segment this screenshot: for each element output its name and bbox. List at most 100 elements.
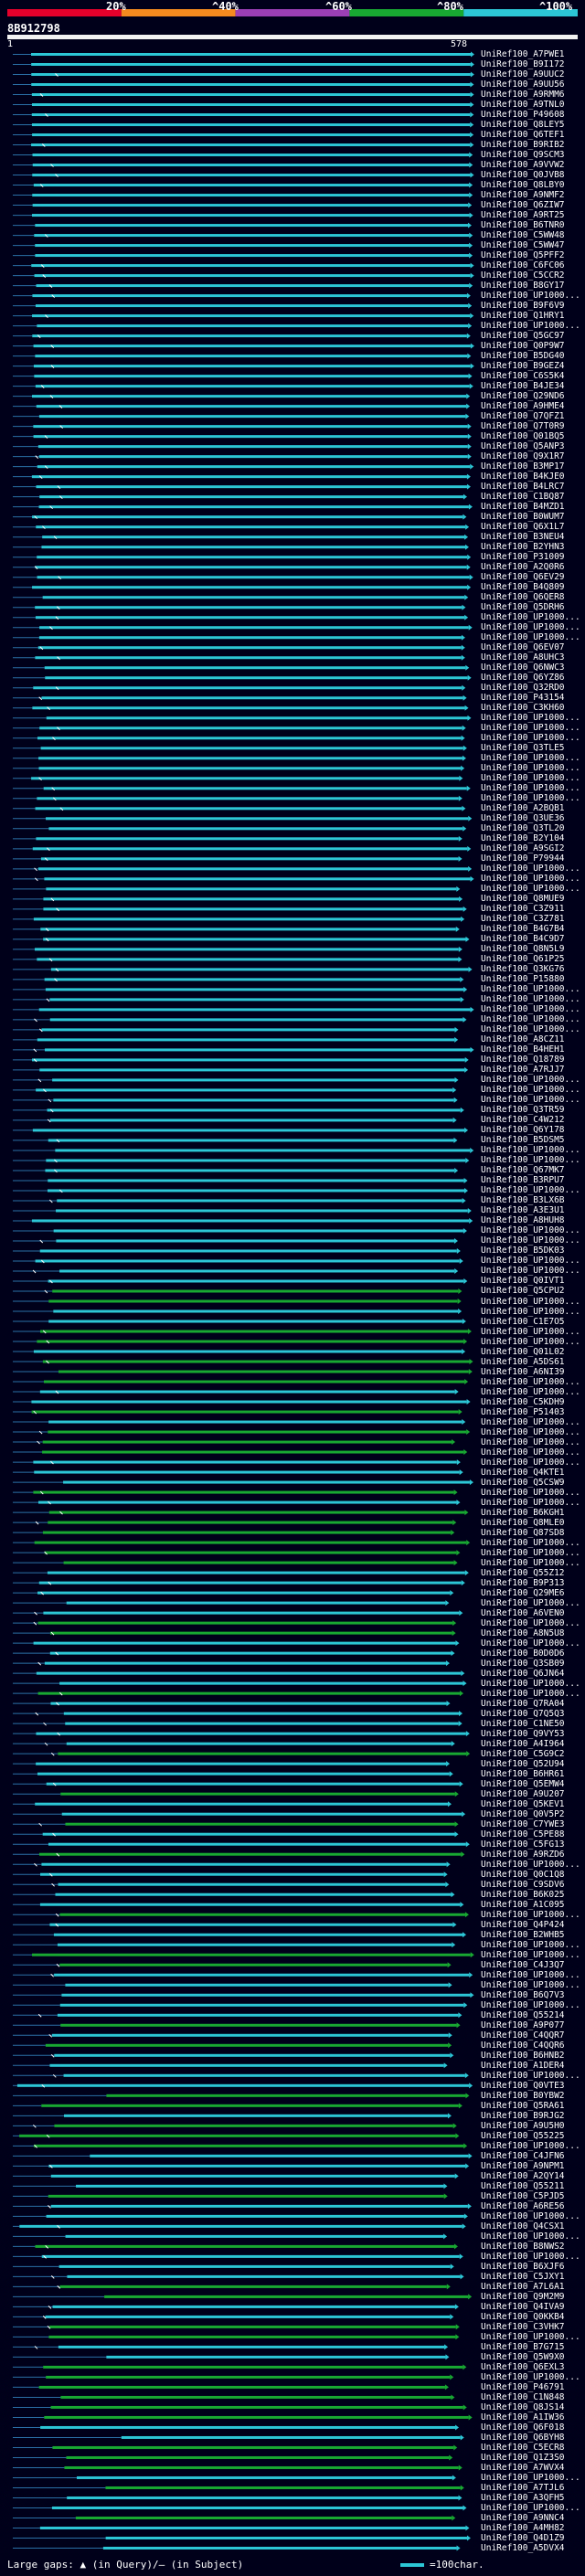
hit-label-link[interactable]: UniRef100_C5CCR2 xyxy=(481,270,565,281)
hit-label-link[interactable]: UniRef100_A9U5H0 xyxy=(481,2120,565,2131)
hit-label-link[interactable]: UniRef100_P51403 xyxy=(481,1406,565,1417)
hit-label-link[interactable]: UniRef100_UP1000... xyxy=(481,773,580,784)
hit-label-link[interactable]: UniRef100_Q6ZIW7 xyxy=(481,200,565,211)
hit-label-link[interactable]: UniRef100_P43154 xyxy=(481,693,565,704)
hit-label-link[interactable]: UniRef100_B4KJE0 xyxy=(481,472,565,482)
hit-label-link[interactable]: UniRef100_B3MP17 xyxy=(481,461,565,472)
hit-label-link[interactable]: UniRef100_UP1000... xyxy=(481,1939,580,1950)
hit-label-link[interactable]: UniRef100_UP1000... xyxy=(481,1336,580,1347)
hit-label-link[interactable]: UniRef100_UP1000... xyxy=(481,1999,580,2010)
hit-label-link[interactable]: UniRef100_Q5CSW9 xyxy=(481,1477,565,1488)
hit-label-link[interactable]: UniRef100_A5DVX4 xyxy=(481,2542,565,2553)
hit-label-link[interactable]: UniRef100_Q7T0R9 xyxy=(481,421,565,432)
hit-label-link[interactable]: UniRef100_UP1000... xyxy=(481,2070,580,2081)
hit-label-link[interactable]: UniRef100_UP1000... xyxy=(481,793,580,804)
hit-label-link[interactable]: UniRef100_B4JE34 xyxy=(481,381,565,392)
hit-label-link[interactable]: UniRef100_C5WW47 xyxy=(481,240,565,251)
hit-label-link[interactable]: UniRef100_C1N848 xyxy=(481,2391,565,2402)
hit-label-link[interactable]: UniRef100_B2Y104 xyxy=(481,833,565,844)
hit-label-link[interactable]: UniRef100_UP1000... xyxy=(481,1678,580,1689)
hit-label-link[interactable]: UniRef100_Q1HRY1 xyxy=(481,311,565,322)
hit-label-link[interactable]: UniRef100_UP1000... xyxy=(481,1256,580,1267)
hit-label-link[interactable]: UniRef100_A8UHC3 xyxy=(481,652,565,663)
hit-label-link[interactable]: UniRef100_UP1000... xyxy=(481,874,580,885)
hit-label-link[interactable]: UniRef100_Q6YZ86 xyxy=(481,673,565,684)
hit-label-link[interactable]: UniRef100_B6Q7V3 xyxy=(481,1989,565,2000)
hit-label-link[interactable]: UniRef100_Q3TLE5 xyxy=(481,743,565,754)
hit-label-link[interactable]: UniRef100_UP1000... xyxy=(481,1085,580,1096)
hit-label-link[interactable]: UniRef100_A8HUH8 xyxy=(481,1215,565,1226)
hit-label-link[interactable]: UniRef100_Q55Z12 xyxy=(481,1567,565,1578)
hit-label-link[interactable]: UniRef100_C6S5K4 xyxy=(481,371,565,382)
hit-label-link[interactable]: UniRef100_Q9M2M9 xyxy=(481,2291,565,2302)
hit-label-link[interactable]: UniRef100_A6NI39 xyxy=(481,1366,565,1377)
hit-label-link[interactable]: UniRef100_B4Q809 xyxy=(481,582,565,593)
hit-label-link[interactable]: UniRef100_A9U207 xyxy=(481,1788,565,1799)
hit-label-link[interactable]: UniRef100_B6KGH1 xyxy=(481,1507,565,1518)
hit-label-link[interactable]: UniRef100_UP1000... xyxy=(481,1296,580,1307)
hit-label-link[interactable]: UniRef100_UP1000... xyxy=(481,1949,580,1960)
hit-label-link[interactable]: UniRef100_A9NMF2 xyxy=(481,190,565,201)
hit-label-link[interactable]: UniRef100_Q55225 xyxy=(481,2130,565,2141)
hit-label-link[interactable]: UniRef100_Q8MLE0 xyxy=(481,1517,565,1528)
hit-label-link[interactable]: UniRef100_B9F6V9 xyxy=(481,301,565,312)
hit-label-link[interactable]: UniRef100_Q0VTE3 xyxy=(481,2080,565,2091)
hit-label-link[interactable]: UniRef100_A4I964 xyxy=(481,1738,565,1749)
hit-label-link[interactable]: UniRef100_A7RJJ7 xyxy=(481,1065,565,1076)
hit-label-link[interactable]: UniRef100_Q3TL20 xyxy=(481,823,565,834)
hit-label-link[interactable]: UniRef100_UP1000... xyxy=(481,1979,580,1990)
hit-label-link[interactable]: UniRef100_UP1000... xyxy=(481,753,580,764)
hit-label-link[interactable]: UniRef100_Q3UE36 xyxy=(481,813,565,824)
hit-label-link[interactable]: UniRef100_A6RE56 xyxy=(481,2200,565,2211)
hit-label-link[interactable]: UniRef100_UP1000... xyxy=(481,1457,580,1468)
hit-label-link[interactable]: UniRef100_UP1000... xyxy=(481,1185,580,1196)
hit-label-link[interactable]: UniRef100_UP1000... xyxy=(481,2472,580,2483)
hit-label-link[interactable]: UniRef100_C5PJD5 xyxy=(481,2190,565,2201)
hit-label-link[interactable]: UniRef100_C4QQR6 xyxy=(481,2040,565,2051)
hit-label-link[interactable]: UniRef100_Q52U94 xyxy=(481,1758,565,1769)
hit-label-link[interactable]: UniRef100_UP1000... xyxy=(481,1024,580,1035)
hit-label-link[interactable]: UniRef100_UP1000... xyxy=(481,1235,580,1246)
hit-label-link[interactable]: UniRef100_Q55211 xyxy=(481,2180,565,2191)
hit-label-link[interactable]: UniRef100_C3Z781 xyxy=(481,914,565,925)
hit-label-link[interactable]: UniRef100_Q4D1Z9 xyxy=(481,2532,565,2543)
hit-label-link[interactable]: UniRef100_Q1Z3S0 xyxy=(481,2452,565,2463)
hit-label-link[interactable]: UniRef100_UP1000... xyxy=(481,1004,580,1015)
hit-label-link[interactable]: UniRef100_UP1000... xyxy=(481,2371,580,2382)
hit-label-link[interactable]: UniRef100_Q55214 xyxy=(481,2009,565,2020)
hit-label-link[interactable]: UniRef100_C3VHK7 xyxy=(481,2321,565,2332)
hit-label-link[interactable]: UniRef100_A9UU56 xyxy=(481,80,565,90)
hit-label-link[interactable]: UniRef100_UP1000... xyxy=(481,2231,580,2242)
hit-label-link[interactable]: UniRef100_UP1000... xyxy=(481,1155,580,1166)
hit-label-link[interactable]: UniRef100_Q61P25 xyxy=(481,954,565,965)
hit-label-link[interactable]: UniRef100_Q32RD0 xyxy=(481,683,565,694)
hit-label-link[interactable]: UniRef100_A7PWE1 xyxy=(481,49,565,59)
hit-label-link[interactable]: UniRef100_UP1000... xyxy=(481,1225,580,1236)
hit-label-link[interactable]: UniRef100_A8CZ11 xyxy=(481,1034,565,1045)
hit-label-link[interactable]: UniRef100_Q5W9X0 xyxy=(481,2351,565,2362)
hit-label-link[interactable]: UniRef100_B6TNR0 xyxy=(481,220,565,231)
hit-label-link[interactable]: UniRef100_A9HME4 xyxy=(481,401,565,412)
hit-label-link[interactable]: UniRef100_C3Z911 xyxy=(481,904,565,915)
hit-label-link[interactable]: UniRef100_Q0C1Q8 xyxy=(481,1869,565,1880)
hit-label-link[interactable]: UniRef100_C5KDH9 xyxy=(481,1396,565,1407)
hit-label-link[interactable]: UniRef100_C5G9C2 xyxy=(481,1748,565,1759)
hit-label-link[interactable]: UniRef100_Q8LBY0 xyxy=(481,180,565,191)
hit-label-link[interactable]: UniRef100_B2WHB5 xyxy=(481,1929,565,1940)
hit-label-link[interactable]: UniRef100_Q6X1L7 xyxy=(481,522,565,533)
hit-label-link[interactable]: UniRef100_C5JXY1 xyxy=(481,2271,565,2282)
hit-label-link[interactable]: UniRef100_Q0JVB8 xyxy=(481,170,565,181)
hit-label-link[interactable]: UniRef100_Q9X1R7 xyxy=(481,451,565,462)
hit-label-link[interactable]: UniRef100_UP1000... xyxy=(481,1095,580,1106)
hit-label-link[interactable]: UniRef100_C9SDV6 xyxy=(481,1879,565,1890)
hit-label-link[interactable]: UniRef100_Q6Y178 xyxy=(481,1125,565,1136)
hit-label-link[interactable]: UniRef100_UP1000... xyxy=(481,2140,580,2151)
hit-label-link[interactable]: UniRef100_A9VVW2 xyxy=(481,160,565,171)
hit-label-link[interactable]: UniRef100_C5PE88 xyxy=(481,1829,565,1839)
hit-label-link[interactable]: UniRef100_C1E7O5 xyxy=(481,1316,565,1327)
hit-label-link[interactable]: UniRef100_C3KH60 xyxy=(481,703,565,714)
hit-label-link[interactable]: UniRef100_Q5PFF2 xyxy=(481,250,565,261)
hit-label-link[interactable]: UniRef100_A3E3U1 xyxy=(481,1205,565,1216)
hit-label-link[interactable]: UniRef100_UP1000... xyxy=(481,984,580,995)
hit-label-link[interactable]: UniRef100_A8N5U8 xyxy=(481,1627,565,1638)
